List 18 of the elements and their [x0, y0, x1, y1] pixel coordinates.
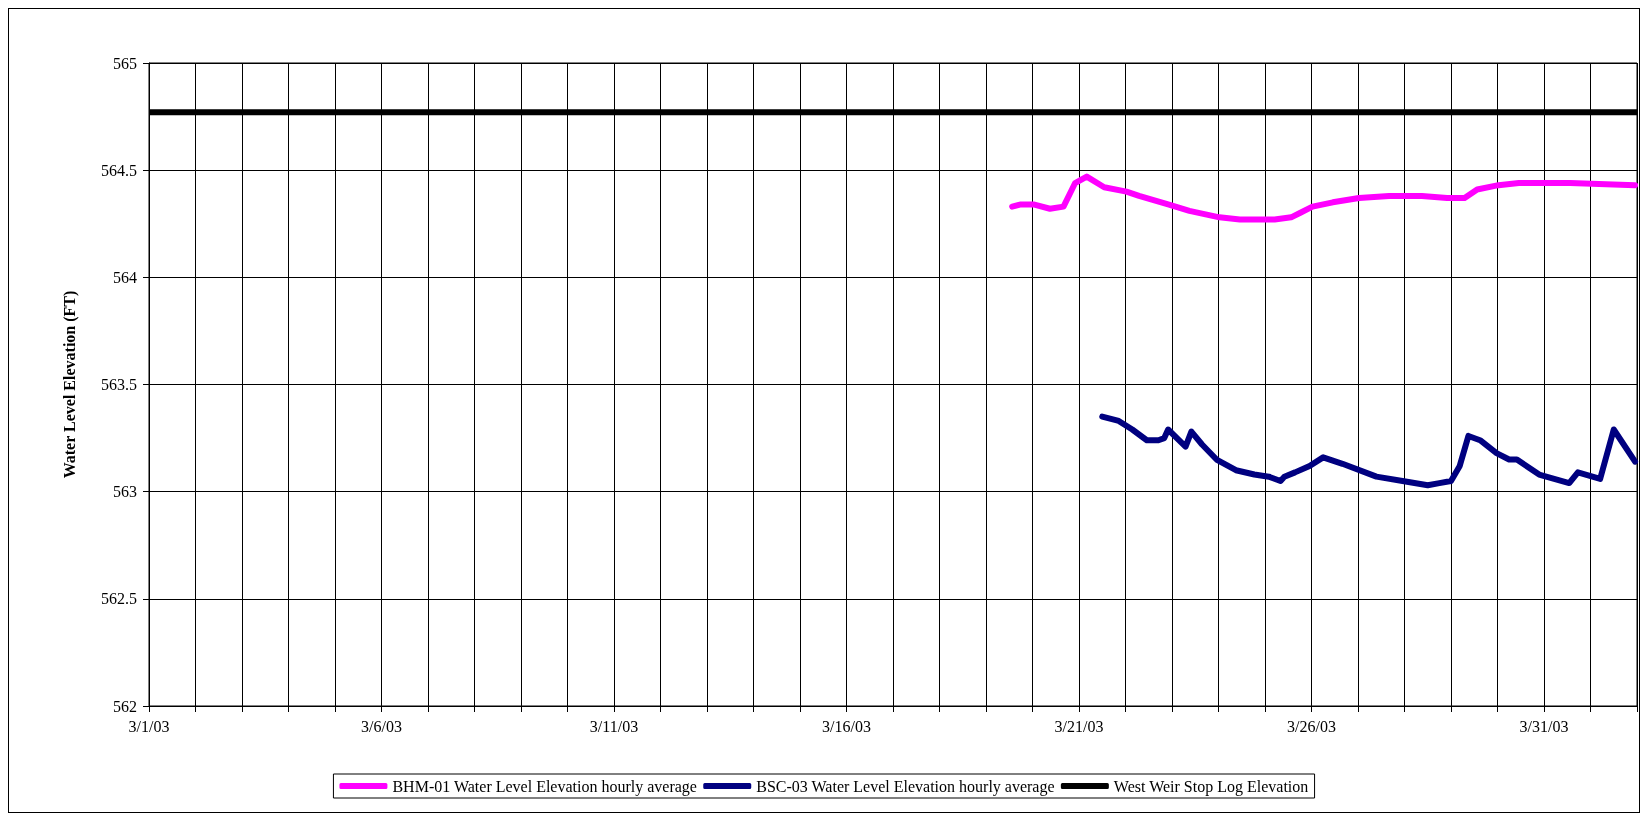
- y-tick-label: 562.5: [101, 590, 137, 608]
- legend-label: BSC-03 Water Level Elevation hourly average: [756, 777, 1055, 796]
- y-tick-label: 565: [113, 54, 137, 72]
- legend-label: BHM-01 Water Level Elevation hourly average: [392, 777, 697, 796]
- x-tick-label: 3/21/03: [1054, 717, 1104, 735]
- y-tick-label: 563: [113, 483, 137, 501]
- x-tick-label: 3/26/03: [1287, 717, 1336, 735]
- x-tick-label: 3/6/03: [361, 717, 402, 735]
- x-tick-label: 3/1/03: [128, 717, 170, 735]
- x-tick-label: 3/11/03: [589, 717, 639, 735]
- x-tick-label: 3/16/03: [822, 717, 871, 735]
- y-tick-label: 564: [113, 268, 137, 286]
- y-tick-label: 562: [113, 697, 137, 715]
- x-tick-label: 3/31/03: [1519, 717, 1569, 735]
- y-tick-label: 563.5: [101, 376, 137, 393]
- y-axis-title: Water Level Elevation (FT): [60, 290, 79, 479]
- legend-label: West Weir Stop Log Elevation: [1113, 777, 1309, 796]
- y-tick-label: 564.5: [101, 161, 137, 179]
